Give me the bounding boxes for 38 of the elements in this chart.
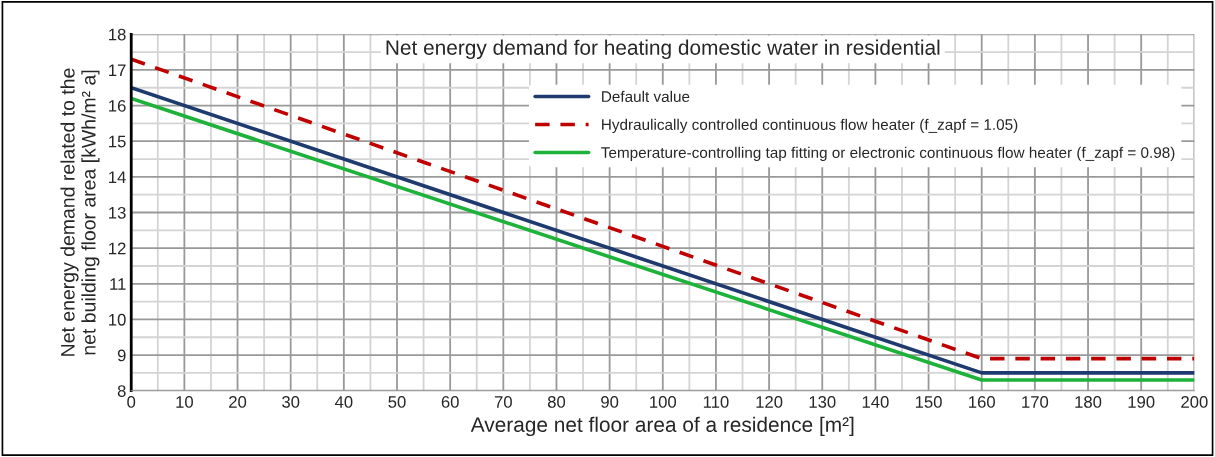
x-tick-label: 90 bbox=[601, 396, 619, 408]
y-tick-label: 15 bbox=[109, 135, 126, 148]
x-tick-label: 120 bbox=[756, 396, 783, 408]
legend-label: Temperature-controlling tap fitting or electronic continuous flow heater (f_zapf = 0.98) bbox=[601, 146, 1175, 162]
x-tick-label: 150 bbox=[915, 396, 942, 408]
x-tick-label: 110 bbox=[703, 396, 729, 408]
y-tick-label: 14 bbox=[109, 171, 126, 183]
legend-label: Hydraulically controlled continuous flow heater (f_zapf = 1.05) bbox=[602, 118, 1018, 134]
x-tick-label: 60 bbox=[441, 396, 459, 408]
y-tick-label: 9 bbox=[117, 349, 126, 362]
x-tick-label: 190 bbox=[1128, 396, 1155, 408]
x-tick-label: 80 bbox=[547, 396, 566, 408]
x-tick-label: 160 bbox=[969, 396, 995, 408]
y-tick-label: 11 bbox=[110, 278, 126, 290]
x-tick-label: 70 bbox=[494, 396, 512, 408]
x-tick-label: 10 bbox=[176, 396, 193, 408]
legend-label: Default value bbox=[602, 90, 690, 103]
y-tick-label: 8 bbox=[117, 385, 126, 397]
x-axis-title: Average net floor area of a residence [m²] bbox=[470, 416, 854, 437]
y-tick-label: 13 bbox=[109, 206, 126, 219]
x-tick-label: 180 bbox=[1075, 396, 1102, 408]
x-tick-label: 20 bbox=[229, 396, 247, 408]
x-tick-label: 170 bbox=[1022, 396, 1049, 408]
x-tick-label: 140 bbox=[862, 396, 889, 408]
x-tick-label: 130 bbox=[809, 396, 836, 408]
y-tick-label: 17 bbox=[109, 64, 126, 76]
x-tick-label: 50 bbox=[388, 396, 406, 408]
x-tick-label: 30 bbox=[282, 396, 300, 408]
chart-title: Net energy demand for heating domestic water in residential bbox=[386, 39, 940, 60]
y-axis-title: Net energy demand related to the net building floor area [kWh/m² a] bbox=[60, 68, 100, 356]
y-tick-label: 16 bbox=[109, 99, 126, 112]
x-tick-label: 40 bbox=[334, 396, 353, 408]
x-tick-label: 200 bbox=[1181, 396, 1208, 408]
x-tick-label: 100 bbox=[650, 396, 677, 408]
x-tick-label: 0 bbox=[127, 396, 136, 408]
y-tick-label: 18 bbox=[109, 28, 126, 41]
y-tick-label: 12 bbox=[109, 242, 126, 255]
y-tick-label: 10 bbox=[109, 313, 126, 326]
